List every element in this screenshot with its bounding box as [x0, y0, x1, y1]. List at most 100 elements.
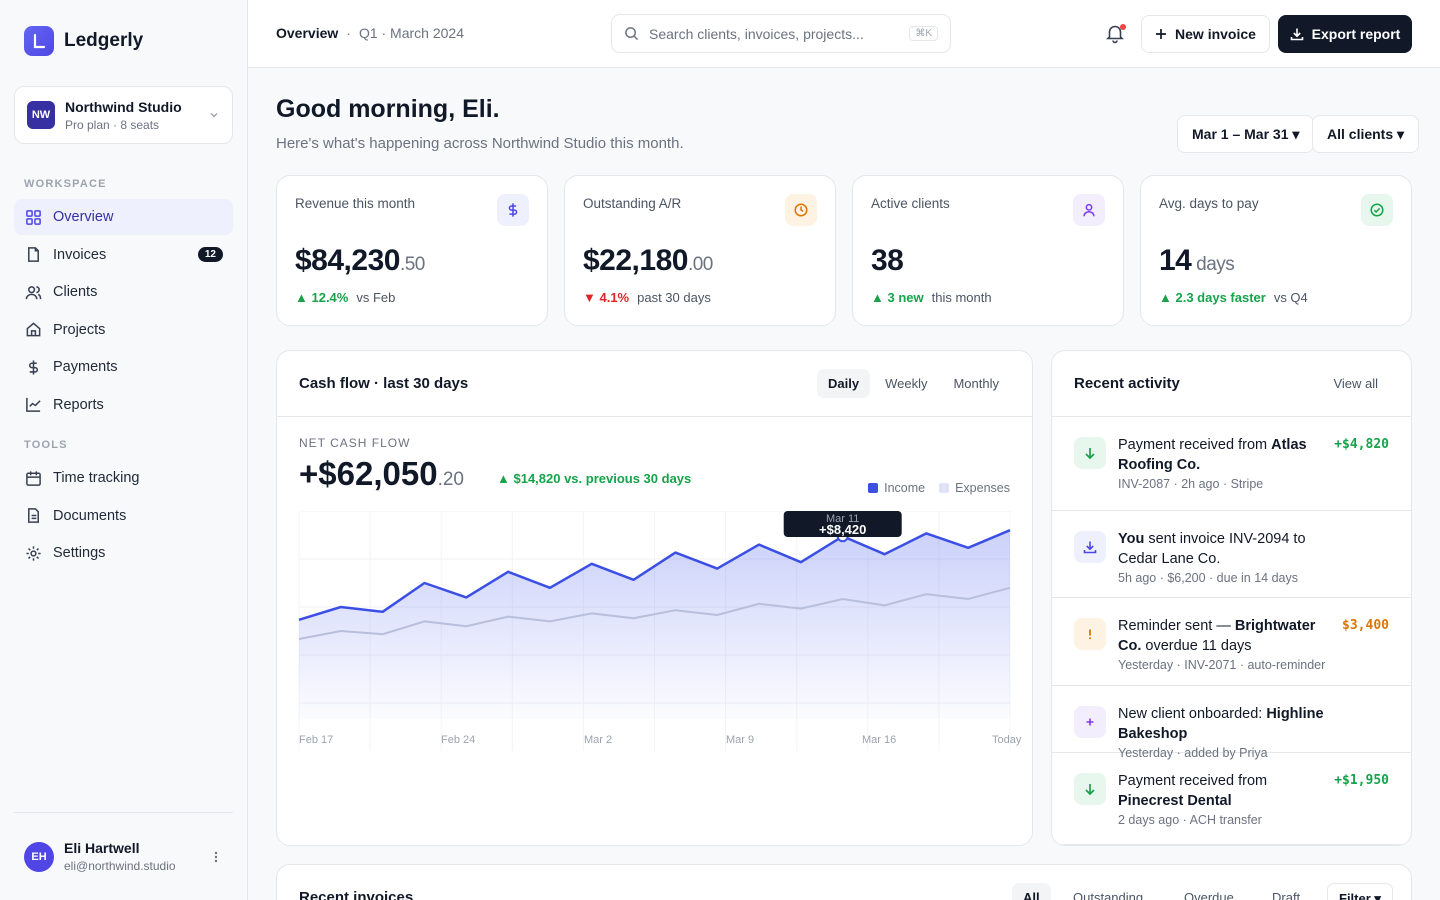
kpi-delta-value: ▲ 2.3 days faster — [1159, 290, 1266, 305]
page-title: Good morning, Eli. — [276, 95, 500, 123]
expenses-point — [589, 610, 595, 616]
income-point — [965, 545, 971, 551]
kpi-compare: past 30 days — [637, 290, 711, 305]
activity-meta: 2 days ago · ACH transfer — [1118, 813, 1262, 827]
tools-section-label: TOOLS — [24, 439, 68, 451]
sidebar-item-payments[interactable]: Payments — [14, 349, 233, 385]
sidebar-item-invoices[interactable]: Invoices 12 — [14, 237, 233, 273]
sidebar-item-clients[interactable]: Clients — [14, 274, 233, 310]
tab-daily[interactable]: Daily — [817, 369, 871, 398]
breadcrumb-current[interactable]: Overview — [276, 25, 339, 41]
notification-dot — [1120, 24, 1126, 30]
activity-item[interactable]: New client onboarded: Highline Bakeshop … — [1052, 686, 1411, 760]
workspace-avatar: NW — [27, 101, 55, 129]
workspace-switcher[interactable]: NW Northwind Studio Pro plan · 8 seats — [14, 86, 233, 144]
invoice-tab-overdue[interactable]: Overdue — [1184, 890, 1234, 900]
sidebar-item-reports[interactable]: Reports — [14, 387, 233, 423]
user-profile[interactable]: EH Eli Hartwell eli@northwind.studio — [14, 812, 233, 900]
kpi-delta-value: ▲ 3 new — [871, 290, 924, 305]
brand[interactable]: Ledgerly — [24, 26, 143, 56]
tab-monthly[interactable]: Monthly — [953, 376, 999, 391]
activity-amount: $3,400 — [1342, 618, 1389, 633]
activity-amount: +$1,950 — [1334, 773, 1389, 788]
kpi-value-suffix: .00 — [687, 254, 713, 275]
kpi-delta: ▲ 12.4% vs Feb — [295, 290, 395, 305]
topbar: Overview · Q1 · March 2024 ⌘K New invoic… — [248, 0, 1440, 68]
activity-text: New client onboarded: Highline Bakeshop — [1118, 704, 1324, 744]
client-filter-select[interactable]: All clients ▾ — [1312, 115, 1420, 153]
search-bar: ⌘K — [611, 14, 951, 53]
chart-icon — [24, 395, 43, 414]
sidebar-item-time-tracking[interactable]: Time tracking — [14, 460, 233, 496]
activity-text-pre: Reminder sent — — [1118, 618, 1235, 634]
sidebar-item-settings[interactable]: Settings — [14, 535, 233, 571]
cashflow-chart[interactable]: Mar 11+$8,420 Feb 17 Feb 24 Mar 2 Mar 9 Mar 1… — [277, 511, 1032, 811]
kpi-value-main: $84,230 — [295, 244, 400, 277]
invoices-card: Recent invoices All Outstanding Overdue … — [276, 864, 1412, 900]
expenses-point — [1007, 585, 1013, 591]
arrow-down-icon — [1074, 437, 1106, 469]
activity-item[interactable]: Reminder sent — Brightwater Co. overdue … — [1052, 598, 1411, 686]
invoice-filter-button[interactable]: Filter ▾ — [1327, 883, 1393, 900]
kpi-card[interactable]: Active clients 38 ▲ 3 new this month — [852, 175, 1124, 326]
kpi-card[interactable]: Outstanding A/R $22,180.00 ▼ 4.1% past 30… — [564, 175, 836, 326]
x-tick-label: Mar 9 — [726, 734, 754, 746]
activity-text-post: sent invoice INV-2094 to Cedar Lane Co. — [1118, 531, 1306, 567]
activity-text-post: overdue 11 days — [1141, 638, 1252, 654]
view-all-link[interactable]: View all — [1333, 376, 1378, 391]
expenses-point — [756, 601, 762, 607]
activity-item[interactable]: Payment received from Pinecrest Dental 2… — [1052, 753, 1411, 845]
expenses-point — [296, 636, 302, 642]
sidebar-item-projects[interactable]: Projects — [14, 312, 233, 348]
export-report-button[interactable]: Export report — [1278, 15, 1412, 53]
sidebar-item-documents[interactable]: Documents — [14, 498, 233, 534]
date-range-select[interactable]: Mar 1 – Mar 31 ▾ — [1177, 115, 1315, 153]
user-icon — [1073, 194, 1105, 226]
invoice-tab-outstanding[interactable]: Outstanding — [1073, 890, 1144, 900]
kpi-card[interactable]: Revenue this month $84,230.50 ▲ 12.4% vs … — [276, 175, 548, 326]
sidebar-item-label: Clients — [53, 284, 98, 300]
period-tabs: Daily Weekly Monthly — [817, 369, 1010, 398]
x-tick-label: Mar 2 — [584, 734, 612, 746]
activity-item[interactable]: Payment received from Atlas Roofing Co. … — [1052, 417, 1411, 511]
tab-weekly[interactable]: Weekly — [885, 376, 928, 391]
search-icon — [625, 27, 639, 41]
alert-icon — [1074, 618, 1106, 650]
kpi-card[interactable]: Avg. days to pay 14 days ▲ 2.3 days fast… — [1140, 175, 1412, 326]
expenses-point — [798, 606, 804, 612]
sidebar-item-label: Reports — [53, 396, 104, 413]
expenses-point — [631, 615, 637, 621]
cashflow-title: Cash flow · last 30 days — [299, 375, 469, 392]
income-series-line — [298, 529, 1011, 621]
activity-card: Recent activity View all Payment receive… — [1051, 350, 1412, 846]
notifications-button[interactable] — [1104, 22, 1128, 46]
sidebar-item-overview[interactable]: Overview — [14, 199, 233, 235]
legend-income: Income — [868, 481, 925, 495]
activity-text: Payment received from Atlas Roofing Co. — [1118, 435, 1324, 475]
activity-header: Recent activity View all — [1052, 351, 1411, 417]
search-input[interactable] — [649, 25, 910, 42]
kpi-value-suffix: .50 — [399, 254, 425, 275]
new-invoice-button[interactable]: New invoice — [1141, 15, 1270, 53]
kpi-value-main: $22,180 — [583, 244, 688, 277]
invoice-tab-all[interactable]: All — [1012, 883, 1051, 900]
activity-meta: INV-2087 · 2h ago · Stripe — [1118, 477, 1264, 491]
more-vertical-icon[interactable] — [209, 850, 223, 864]
legend-expenses-label: Expenses — [955, 481, 1010, 495]
net-cashflow-label: NET CASH FLOW — [299, 436, 411, 450]
activity-item[interactable]: You sent invoice INV-2094 to Cedar Lane … — [1052, 511, 1411, 598]
chart-legend: Income Expenses — [868, 481, 1010, 495]
tooltip-box — [783, 511, 902, 537]
expenses-point — [672, 607, 678, 613]
x-tick-label: Feb 17 — [299, 734, 333, 746]
activity-amount: +$4,820 — [1334, 437, 1389, 452]
activity-text-pre: New client onboarded: — [1118, 706, 1267, 722]
invoice-tab-draft[interactable]: Draft — [1272, 890, 1301, 900]
breadcrumb-separator: · — [346, 25, 351, 41]
plus-icon — [1156, 29, 1167, 39]
invoices-title: Recent invoices — [299, 889, 414, 900]
gear-icon — [24, 544, 43, 563]
kpi-delta: ▼ 4.1% past 30 days — [583, 290, 711, 305]
expenses-point — [338, 628, 344, 634]
x-tick-label: Mar 16 — [862, 734, 896, 746]
